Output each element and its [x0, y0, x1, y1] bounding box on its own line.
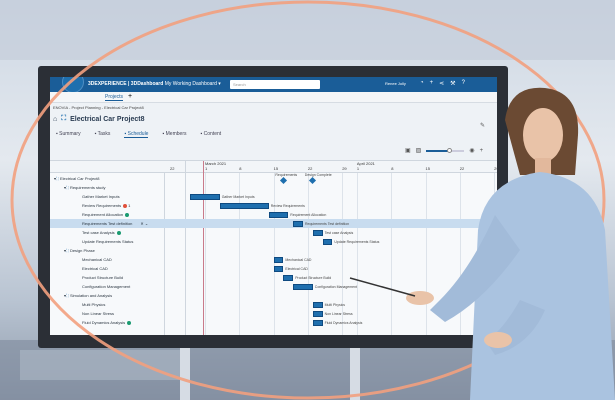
presenter	[349, 87, 615, 400]
